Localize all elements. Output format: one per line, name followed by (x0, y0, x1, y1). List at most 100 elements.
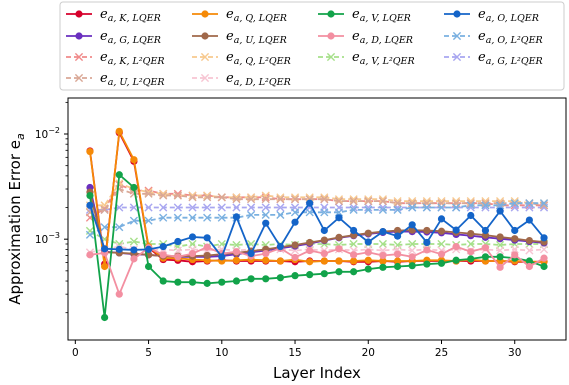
data-point (232, 277, 241, 285)
data-point (408, 246, 417, 255)
data-point (276, 195, 285, 204)
data-point (540, 254, 548, 262)
data-point (510, 199, 519, 208)
legend-item: ea, G, LQER (66, 29, 161, 46)
data-point (86, 201, 94, 209)
legend-item: ea, D, LQER (318, 29, 413, 46)
data-point (364, 205, 373, 214)
data-point (203, 279, 211, 287)
axes: 0 5 10 15 20 25 30 10−2 10−3 (35, 97, 567, 359)
data-point (173, 191, 182, 200)
data-point (525, 262, 533, 271)
x-tick-label: 0 (72, 347, 79, 359)
data-point (217, 193, 226, 202)
legend-label: ea, V, L²QER (352, 50, 415, 67)
data-point (481, 226, 490, 235)
legend-swatch-marker (75, 10, 83, 18)
data-point (437, 259, 446, 267)
series-9 (86, 243, 548, 298)
data-point (203, 234, 211, 242)
legend-swatch-marker (327, 10, 335, 18)
data-point (379, 263, 387, 271)
data-point (291, 253, 299, 262)
data-point (496, 253, 504, 261)
data-point (203, 213, 212, 222)
series-13 (85, 199, 549, 239)
data-point (217, 203, 226, 212)
data-point (306, 258, 314, 266)
data-point (115, 245, 123, 253)
data-point (364, 256, 372, 264)
data-point (423, 238, 431, 247)
data-point (496, 207, 504, 215)
x-tick-label: 15 (288, 347, 301, 359)
data-point (291, 241, 299, 249)
data-point (364, 238, 372, 246)
plot-area (85, 127, 549, 322)
data-point (203, 243, 211, 251)
data-point (188, 249, 197, 258)
data-point (320, 236, 328, 244)
data-point (261, 210, 270, 220)
data-point (540, 234, 548, 242)
data-point (290, 195, 300, 204)
x-tick-label: 30 (508, 347, 521, 359)
data-point (393, 199, 402, 208)
data-point (130, 255, 138, 263)
legend-swatch-marker (200, 52, 210, 62)
legend-swatch-marker (74, 52, 84, 62)
data-point (262, 256, 270, 264)
legend-label: ea, D, LQER (352, 29, 413, 46)
data-point (452, 243, 460, 251)
plot-frame (67, 97, 567, 341)
data-point (144, 216, 153, 225)
legend-swatch-marker (75, 32, 83, 40)
data-point (423, 246, 431, 254)
data-point (101, 262, 109, 271)
data-point (335, 214, 343, 222)
data-point (379, 228, 387, 236)
data-point (86, 148, 94, 156)
data-point (144, 262, 153, 271)
legend-item: ea, V, LQER (318, 7, 411, 24)
data-point (510, 245, 519, 254)
data-point (349, 197, 358, 206)
data-point (320, 257, 328, 265)
data-point (232, 248, 241, 256)
data-point (364, 265, 372, 273)
data-point (188, 193, 197, 202)
data-point (115, 171, 123, 179)
data-point (495, 201, 505, 210)
data-point (379, 257, 387, 265)
legend-swatch-marker (201, 10, 209, 18)
series-line (89, 183, 544, 219)
data-point (335, 233, 343, 241)
data-point (423, 260, 431, 268)
data-point (525, 257, 533, 265)
data-point (422, 203, 431, 212)
data-point (173, 213, 182, 222)
data-point (379, 251, 387, 260)
data-point (408, 203, 417, 212)
data-point (173, 203, 182, 212)
data-point (218, 253, 226, 261)
series-line (89, 201, 545, 259)
data-point (350, 226, 358, 235)
data-point (481, 253, 490, 261)
data-point (452, 256, 460, 264)
data-point (496, 233, 504, 241)
legend-frame (59, 1, 565, 91)
data-point (320, 270, 328, 278)
data-point (334, 208, 344, 217)
series-10 (85, 226, 549, 251)
data-point (466, 201, 475, 210)
y-tick-label: 10−3 (35, 231, 60, 246)
data-point (246, 210, 256, 220)
data-point (85, 230, 95, 239)
data-point (350, 251, 358, 259)
data-point (350, 268, 358, 276)
data-point (511, 226, 519, 235)
data-point (437, 215, 446, 223)
data-point (496, 263, 504, 271)
legend-swatch-marker (201, 32, 209, 40)
